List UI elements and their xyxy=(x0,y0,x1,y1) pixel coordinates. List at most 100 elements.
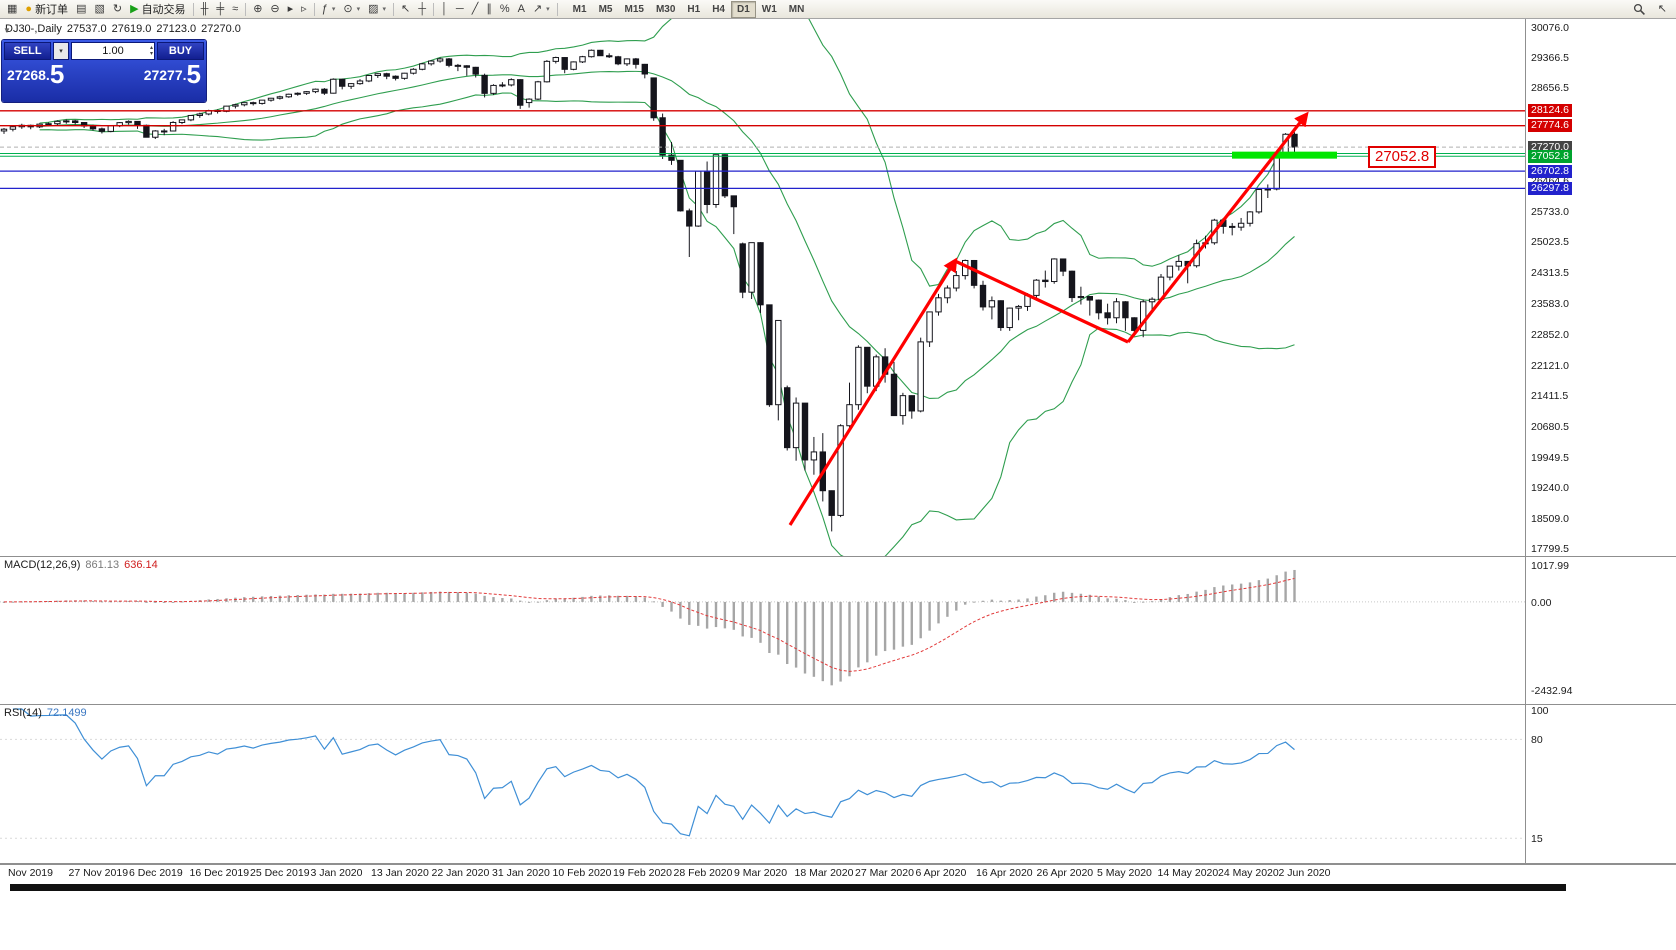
zoom-in-icon[interactable]: ⊕ xyxy=(249,1,266,18)
price-line-badge: 27774.6 xyxy=(1528,119,1572,133)
macd-histogram xyxy=(2,569,1296,686)
price-scale-label: 22121.0 xyxy=(1531,359,1569,372)
candlestick-chart xyxy=(0,18,1525,556)
profiles-icon[interactable]: ▧ xyxy=(90,1,108,18)
volume-input[interactable]: 1.00 ▴ ▾ xyxy=(71,42,155,60)
macd-scale-label: 1017.99 xyxy=(1531,560,1569,573)
pointer-icon[interactable]: ↖ xyxy=(1654,1,1671,18)
sell-button-label: SELL xyxy=(13,45,42,57)
auto-scroll-icon-glyph: ▸ xyxy=(287,2,294,15)
price-scale-label: 17799.5 xyxy=(1531,543,1569,555)
timeframe-H1[interactable]: H1 xyxy=(687,3,701,15)
price-line-badge: 27052.8 xyxy=(1528,149,1572,163)
macd-scale-label: -2432.94 xyxy=(1531,684,1573,697)
candles-series xyxy=(0,49,1298,532)
date-axis-label: 31 Jan 2020 xyxy=(492,867,550,879)
rsi-panel: RSI(14) 72.1499 xyxy=(0,705,1525,864)
timeframe-M15[interactable]: M15 xyxy=(624,3,644,15)
bars-chart-icon-glyph: ╫ xyxy=(200,2,209,15)
chart-shift-icon[interactable]: ▹ xyxy=(297,1,311,18)
timeframe-M1[interactable]: M1 xyxy=(572,3,587,15)
rsi-line xyxy=(12,708,1295,837)
price-line-badge: 26702.8 xyxy=(1528,164,1572,178)
line-chart-icon[interactable]: ≈ xyxy=(228,1,242,18)
timeframe-W1[interactable]: W1 xyxy=(761,3,777,15)
templates-icon[interactable]: ▨ ▾ xyxy=(364,1,390,18)
timeframe-M5[interactable]: M5 xyxy=(598,3,613,15)
toolbar-separator xyxy=(393,2,394,16)
timeframe-D1[interactable]: D1 xyxy=(730,0,756,18)
indicators-icon-glyph: ƒ xyxy=(321,2,328,15)
date-axis-label: 2 Jun 2020 xyxy=(1278,867,1331,879)
macd-name: MACD(12,26,9) xyxy=(4,559,81,571)
one-click-toggle-icon[interactable]: ▼ xyxy=(3,26,11,35)
macd-panel: MACD(12,26,9) 861.13 636.14 xyxy=(0,557,1525,705)
price-line-badge: 26297.8 xyxy=(1528,181,1572,195)
spin-down-icon[interactable]: ▾ xyxy=(149,51,153,57)
toolbar-main-group: ▦ ● 新订单 ▤ ▧ ↻ ▶ 自动交易 ╫ ╪ ≈ ⊕ ⊖ ▸ ▹ ƒ ▾ ⊙ ▾ ▨ ▾ ↖ ┼ │ ─ ╱ ∥% A ↗ ▾ xyxy=(3,1,561,18)
timeframe-MN[interactable]: MN xyxy=(788,3,805,15)
channel-icon[interactable]: ∥ xyxy=(482,1,496,18)
price-callout-label[interactable]: 27052.8 xyxy=(1368,146,1437,169)
hline-icon-glyph: ─ xyxy=(455,2,464,15)
buy-button[interactable]: BUY xyxy=(157,42,204,60)
autotrading-button[interactable]: ▶ 自动交易 xyxy=(126,1,189,18)
sell-price-main: 27268. xyxy=(7,67,50,83)
spin-up-icon[interactable]: ▴ xyxy=(149,45,153,51)
periods-icon[interactable]: ⊙ ▾ xyxy=(339,1,364,18)
arrows-icon[interactable]: ↗ ▾ xyxy=(529,1,554,18)
timeframe-M30[interactable]: M30 xyxy=(655,3,676,15)
auto-scroll-icon[interactable]: ▸ xyxy=(284,1,298,18)
rsi-scale-axis: 100 80 15 xyxy=(1525,705,1676,864)
main-chart-panel[interactable]: DJ30-,Daily 27537.0 27619.0 27123.0 27270.0 … xyxy=(0,18,1525,557)
chart-windows-icon[interactable]: ▤ xyxy=(72,1,90,18)
sell-button[interactable]: SELL xyxy=(4,42,51,60)
support-highlight-bar[interactable] xyxy=(1232,151,1337,159)
chevron-down-icon: ▾ xyxy=(331,6,336,13)
search-icon[interactable] xyxy=(1629,1,1650,18)
price-scale-label: 29366.5 xyxy=(1531,52,1569,65)
date-axis-label: 26 Apr 2020 xyxy=(1036,867,1094,879)
candlestick-chart-icon[interactable]: ╪ xyxy=(212,1,228,18)
hline-icon[interactable]: ─ xyxy=(452,1,468,18)
macd-scale-axis: 1017.99 0.00 -2432.94 xyxy=(1525,557,1676,705)
line-chart-icon-glyph: ≈ xyxy=(232,2,239,15)
text-icon[interactable]: A xyxy=(514,1,529,18)
bars-chart-icon[interactable]: ╫ xyxy=(197,1,213,18)
price-axis[interactable]: 30076.029366.528656.526464.625733.025023… xyxy=(1525,18,1676,557)
zoom-in-icon-glyph: ⊕ xyxy=(253,2,263,15)
order-type-dropdown[interactable]: ▾ xyxy=(53,42,69,60)
price-scale-label: 19240.0 xyxy=(1531,481,1569,494)
new-order-button[interactable]: ● 新订单 xyxy=(21,1,72,18)
crosshair-icon[interactable]: ┼ xyxy=(414,1,430,18)
date-axis-label: 6 Apr 2020 xyxy=(915,867,967,879)
refresh-icon[interactable]: ↻ xyxy=(109,1,126,18)
price-scale-label: 25733.0 xyxy=(1531,206,1569,219)
cursor-icon[interactable]: ↖ xyxy=(397,1,414,18)
indicators-icon[interactable]: ƒ ▾ xyxy=(318,1,340,18)
vline-icon[interactable]: │ xyxy=(437,1,452,18)
trend-arrow-segment[interactable] xyxy=(788,257,958,526)
volume-spinner[interactable]: ▴ ▾ xyxy=(150,45,153,57)
zoom-out-icon[interactable]: ⊖ xyxy=(266,1,283,18)
price-scale-label: 20680.5 xyxy=(1531,420,1569,433)
zoom-out-icon-glyph: ⊖ xyxy=(270,2,280,15)
new-order-button-glyph: ● xyxy=(25,2,33,15)
new-chart-icon[interactable]: ▦ xyxy=(3,1,21,18)
trend-arrow-segment[interactable] xyxy=(1126,111,1309,343)
date-axis[interactable]: Nov 2019 27 Nov 2019 6 Dec 2019 16 Dec 2019… xyxy=(0,864,1676,882)
chevron-down-icon: ▾ xyxy=(382,6,386,13)
candlestick-chart-icon-glyph: ╪ xyxy=(216,2,225,15)
timeframe-H4[interactable]: H4 xyxy=(712,3,725,15)
rsi-indicator-label: RSI(14) 72.1499 xyxy=(4,707,87,719)
trendline-icon[interactable]: ╱ xyxy=(468,1,483,18)
new-order-button-label: 新订单 xyxy=(35,4,69,16)
macd-indicator-label: MACD(12,26,9) 861.13 636.14 xyxy=(4,559,158,571)
trend-arrow-segment[interactable] xyxy=(954,259,1129,344)
templates-icon-glyph: ▨ xyxy=(368,2,379,15)
rsi-scale-label: 100 xyxy=(1531,705,1549,717)
price-line-badge: 28124.6 xyxy=(1528,104,1572,118)
fibonacci-icon[interactable]: % xyxy=(496,1,514,18)
chart-windows-icon-glyph: ▤ xyxy=(76,2,87,15)
